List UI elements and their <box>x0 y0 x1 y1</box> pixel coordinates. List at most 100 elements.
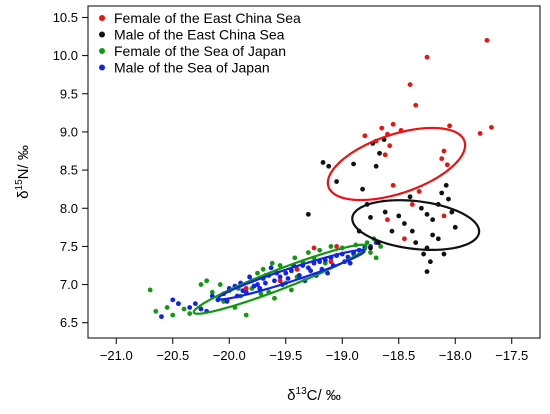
data-point <box>409 228 415 234</box>
data-point <box>292 255 298 261</box>
data-point <box>224 298 230 304</box>
legend-label: Female of the East China Sea <box>114 10 301 26</box>
series-points <box>243 37 494 291</box>
data-point <box>382 152 388 158</box>
data-point <box>390 182 396 188</box>
data-point <box>289 287 294 293</box>
data-point <box>285 276 291 281</box>
y-axis-title: δ15N/ ‰ <box>14 145 32 199</box>
data-point <box>347 260 353 266</box>
data-point <box>441 148 447 154</box>
data-point <box>447 123 452 129</box>
data-point <box>418 205 424 211</box>
x-tick-label: −18.0 <box>439 348 472 363</box>
data-point <box>385 217 390 223</box>
data-point <box>198 282 204 287</box>
data-point <box>424 54 430 60</box>
data-point <box>452 224 458 230</box>
data-point <box>198 306 204 312</box>
data-point <box>328 244 334 249</box>
legend-label: Male of the Sea of Japan <box>114 60 270 76</box>
x-tick-label: −18.5 <box>382 348 415 363</box>
data-point <box>441 251 447 257</box>
data-point <box>170 312 176 318</box>
plot-frame <box>87 5 541 339</box>
data-point <box>379 125 385 131</box>
data-point <box>263 280 268 286</box>
y-tick-label: 6.5 <box>60 315 78 330</box>
data-point <box>387 143 393 149</box>
x-tick-label: −17.5 <box>495 348 528 363</box>
data-point <box>449 209 455 215</box>
data-point <box>439 156 445 162</box>
data-point <box>390 121 396 127</box>
data-point <box>277 263 283 268</box>
data-point <box>159 314 164 320</box>
data-point <box>351 161 356 167</box>
data-point <box>443 182 449 188</box>
data-point <box>272 278 277 284</box>
data-point <box>402 236 407 242</box>
data-point <box>268 265 274 271</box>
x-tick-label: −20.0 <box>213 348 246 363</box>
data-point <box>368 215 373 220</box>
legend-label: Male of the East China Sea <box>114 27 285 43</box>
data-point <box>378 244 384 249</box>
legend-marker <box>99 31 105 38</box>
y-tick-label: 10.0 <box>53 48 78 63</box>
data-point <box>413 102 419 108</box>
confidence-ellipse <box>351 199 481 251</box>
data-point <box>373 255 379 261</box>
data-point <box>305 211 311 217</box>
data-point <box>247 274 252 280</box>
data-point <box>192 301 198 307</box>
data-point <box>187 305 193 310</box>
confidence-ellipse <box>326 126 467 202</box>
x-tick-label: −19.5 <box>269 348 302 363</box>
data-point <box>217 282 223 287</box>
y-tick-label: 7.0 <box>60 277 78 292</box>
data-point <box>277 274 283 280</box>
data-point <box>260 266 266 272</box>
data-point <box>176 301 181 307</box>
data-point <box>407 194 413 200</box>
y-tick-label: 9.0 <box>60 124 78 139</box>
y-tick-label: 8.0 <box>60 201 78 216</box>
data-point <box>489 124 494 130</box>
data-point <box>377 150 382 156</box>
y-tick-label: 9.5 <box>60 86 78 101</box>
data-point <box>320 160 326 165</box>
data-point <box>334 244 339 249</box>
data-point <box>477 131 483 136</box>
data-point <box>360 186 365 192</box>
data-point <box>416 189 422 194</box>
data-point <box>269 260 275 266</box>
x-tick-label: −20.5 <box>156 348 189 363</box>
data-point <box>424 269 430 274</box>
data-point <box>209 289 215 295</box>
data-point <box>311 245 317 251</box>
data-point <box>308 268 314 274</box>
data-point <box>364 240 370 245</box>
x-axis-title: δ13C/ ‰ <box>287 386 341 404</box>
data-point <box>362 133 368 139</box>
data-point <box>272 295 277 301</box>
data-point <box>258 291 264 297</box>
data-point <box>446 196 451 202</box>
data-point <box>170 297 176 303</box>
y-tick-label: 8.5 <box>60 163 78 178</box>
data-point <box>305 250 311 255</box>
data-point <box>328 259 334 265</box>
data-point <box>421 251 427 257</box>
data-point <box>243 285 249 291</box>
data-point <box>251 283 257 289</box>
data-point <box>413 240 419 245</box>
data-point <box>243 312 249 318</box>
data-point <box>435 236 441 242</box>
data-point <box>402 221 407 226</box>
data-point <box>424 211 430 217</box>
data-point <box>368 245 373 251</box>
data-point <box>187 311 193 316</box>
data-point <box>164 305 170 310</box>
